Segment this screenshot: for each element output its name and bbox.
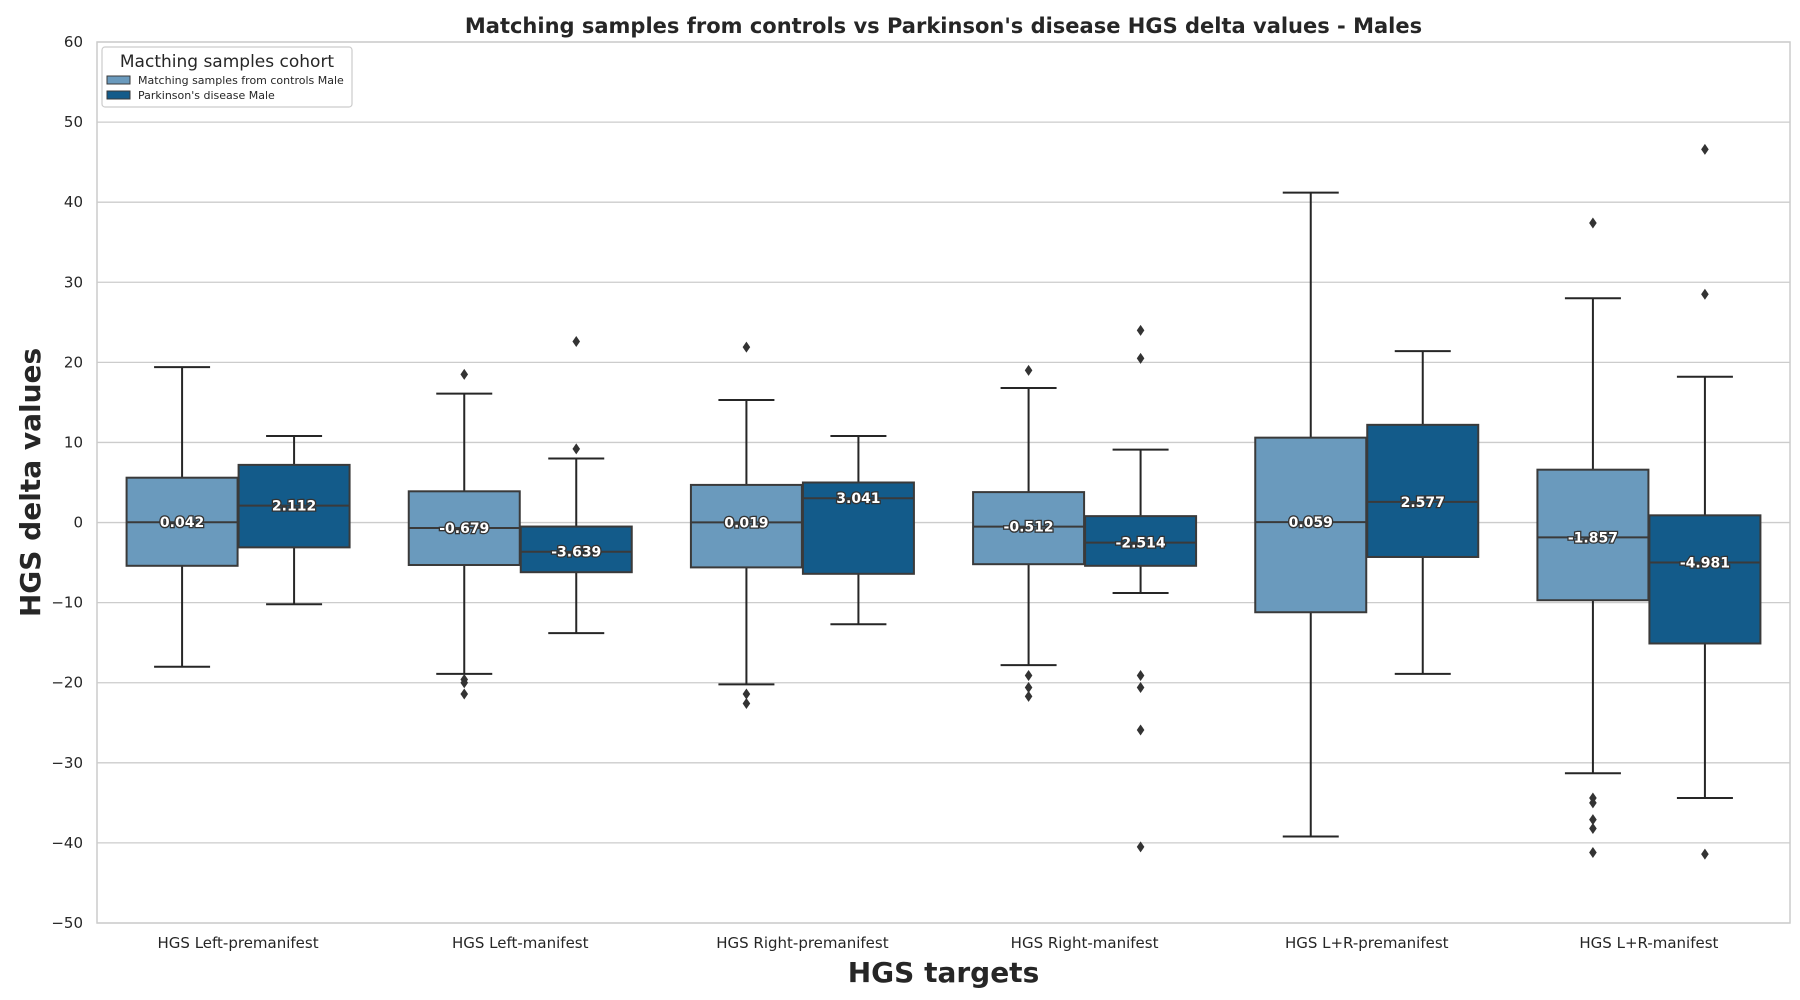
outlier-point: [572, 336, 581, 348]
outlier-point: [1136, 352, 1145, 364]
outlier-point: [1701, 848, 1709, 860]
x-tick-label: HGS Right-manifest: [1011, 934, 1159, 952]
legend-title: Macthing samples cohort: [120, 52, 335, 72]
legend-label-controls: Matching samples from controls Male: [138, 74, 344, 87]
outlier-point: [1589, 847, 1597, 859]
box-body: [519, 525, 633, 574]
outlier-point: [1024, 690, 1033, 702]
median-value-label: -3.639: [551, 545, 601, 561]
outlier-point: [742, 698, 751, 710]
legend-frame: [101, 46, 353, 108]
median-value-label: -2.514: [1116, 536, 1166, 552]
box-body: [972, 491, 1086, 566]
outlier-point: [1024, 364, 1033, 376]
median-value-label: -4.981: [1680, 555, 1730, 571]
median-value-label: 0.042: [160, 515, 204, 531]
y-tick-label: 40: [64, 193, 83, 211]
box-group: -0.679: [407, 368, 521, 700]
outlier-point: [572, 443, 581, 455]
legend: Macthing samples cohort Matching samples…: [101, 46, 353, 108]
x-tick-label: HGS Right-premanifest: [716, 934, 888, 952]
box-group: -4.981: [1648, 143, 1762, 860]
y-tick-label: 30: [64, 273, 83, 291]
y-axis-title: HGS delta values: [14, 348, 47, 617]
outlier-point: [1589, 797, 1597, 809]
y-tick-label: −50: [51, 914, 83, 932]
x-tick-label: HGS L+R-manifest: [1579, 934, 1718, 952]
box-group: 0.059: [1254, 191, 1368, 838]
box-group: -2.514: [1084, 324, 1198, 853]
y-tick-label: 20: [64, 353, 83, 371]
outlier-point: [460, 677, 469, 689]
legend-swatch-controls: [106, 75, 131, 85]
median-value-label: -0.679: [439, 521, 489, 537]
median-value-label: 2.577: [1401, 495, 1445, 511]
box-body: [1084, 515, 1198, 567]
outlier-point: [742, 341, 751, 353]
outlier-point: [1136, 682, 1145, 694]
box-group: 2.577: [1366, 350, 1480, 675]
x-tick-label: HGS Left-premanifest: [158, 934, 319, 952]
gridlines: [97, 41, 1790, 924]
outlier-point: [1136, 841, 1145, 853]
box-group: 3.041: [801, 435, 915, 626]
legend-label-parkinsons: Parkinson's disease Male: [138, 89, 275, 102]
median-value-label: -0.512: [1004, 520, 1054, 536]
box-group: -1.857: [1536, 217, 1650, 859]
outlier-point: [1136, 670, 1145, 682]
chart-title: Matching samples from controls vs Parkin…: [465, 14, 1422, 38]
box-body: [1648, 514, 1762, 645]
plot-area-frame: [96, 41, 1791, 924]
y-tick-label: 60: [64, 33, 83, 51]
y-tick-label: −40: [51, 834, 83, 852]
box-group: 0.019: [689, 341, 803, 710]
legend-swatch-parkinsons: [106, 90, 131, 100]
y-tick-label: 50: [64, 113, 83, 131]
box-group: -3.639: [519, 336, 633, 635]
outlier-point: [460, 688, 469, 700]
x-tick-label: HGS Left-manifest: [452, 934, 589, 952]
median-value-label: 2.112: [272, 499, 316, 515]
box-group: 2.112: [237, 435, 351, 606]
outlier-point: [1589, 814, 1597, 826]
x-axis-ticks: HGS Left-premanifest HGS Left-manifest HGS…: [158, 934, 1719, 952]
outlier-point: [460, 368, 469, 380]
outlier-point: [1136, 724, 1145, 736]
outlier-point: [1589, 822, 1597, 834]
outlier-point: [1024, 670, 1033, 682]
outlier-point: [742, 688, 751, 700]
y-tick-label: −10: [51, 594, 83, 612]
outlier-point: [1024, 682, 1033, 694]
box-body: [1254, 436, 1368, 614]
box-series-layer: 0.042 -0.679 0.019 -0.512 0.059 -1.857 2.112 -3…: [125, 143, 1762, 860]
y-tick-label: −20: [51, 674, 83, 692]
median-value-label: 0.059: [1289, 515, 1333, 531]
box-body: [1536, 468, 1650, 602]
outlier-point: [1701, 288, 1709, 300]
y-axis-ticks: 60 50 40 30 20 10 0 −10 −20 −30 −40 −50: [51, 33, 83, 932]
median-value-label: -1.857: [1568, 530, 1618, 546]
box-group: -0.512: [972, 364, 1086, 702]
x-tick-label: HGS L+R-premanifest: [1285, 934, 1449, 952]
outlier-point: [1136, 324, 1145, 336]
median-value-label: 3.041: [836, 491, 880, 507]
y-tick-label: 10: [64, 433, 83, 451]
box-group: 0.042: [125, 366, 239, 668]
median-value-label: 0.019: [724, 515, 768, 531]
box-body: [689, 483, 803, 569]
box-body: [1366, 423, 1480, 558]
y-tick-label: −30: [51, 754, 83, 772]
outlier-point: [1589, 217, 1597, 229]
x-axis-title: HGS targets: [848, 956, 1040, 989]
y-tick-label: 0: [73, 514, 83, 532]
outlier-point: [1701, 143, 1709, 155]
